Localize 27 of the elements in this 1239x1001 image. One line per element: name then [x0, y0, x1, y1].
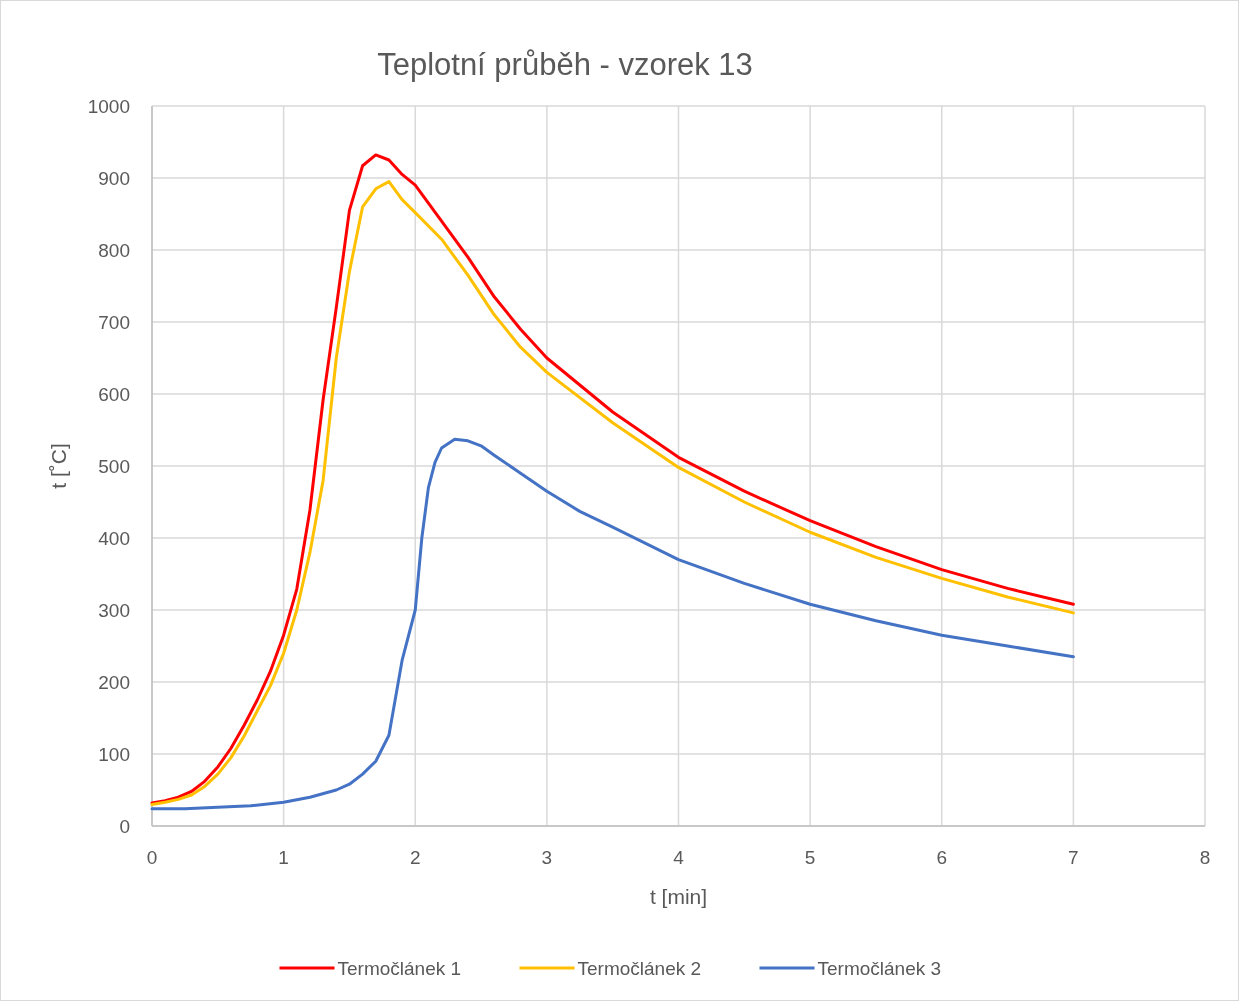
y-tick-label: 600 — [98, 383, 130, 405]
x-tick-label: 6 — [936, 847, 948, 868]
x-tick-label: 7 — [1068, 847, 1079, 868]
chart-title: Teplotní průběh - vzorek 13 — [377, 47, 753, 82]
x-axis-title: t [min] — [649, 885, 708, 908]
legend-label: Termočlánek 2 — [577, 957, 702, 979]
y-axis-title: t [˚C] — [47, 443, 70, 489]
x-tick-label: 2 — [409, 847, 421, 868]
x-tick-label: 0 — [146, 847, 158, 868]
x-tick-label: 1 — [278, 847, 289, 868]
x-tick-label: 8 — [1199, 847, 1211, 868]
x-tick-label: 5 — [804, 847, 816, 868]
y-tick-label: 500 — [98, 455, 130, 477]
y-tick-label: 0 — [119, 815, 130, 837]
x-tick-label: 3 — [541, 847, 553, 868]
y-tick-label: 900 — [98, 167, 130, 189]
y-tick-label: 700 — [98, 311, 130, 333]
y-tick-label: 100 — [98, 743, 130, 765]
legend-label: Termočlánek 1 — [337, 957, 462, 979]
y-tick-label: 1000 — [87, 95, 130, 117]
y-tick-label: 300 — [98, 599, 130, 621]
line-series — [150, 437, 1075, 811]
y-tick-label: 200 — [98, 671, 130, 693]
y-tick-label: 800 — [98, 239, 130, 261]
legend-label: Termočlánek 3 — [817, 957, 942, 979]
x-tick-label: 4 — [673, 847, 685, 868]
y-tick-label: 400 — [98, 527, 130, 549]
